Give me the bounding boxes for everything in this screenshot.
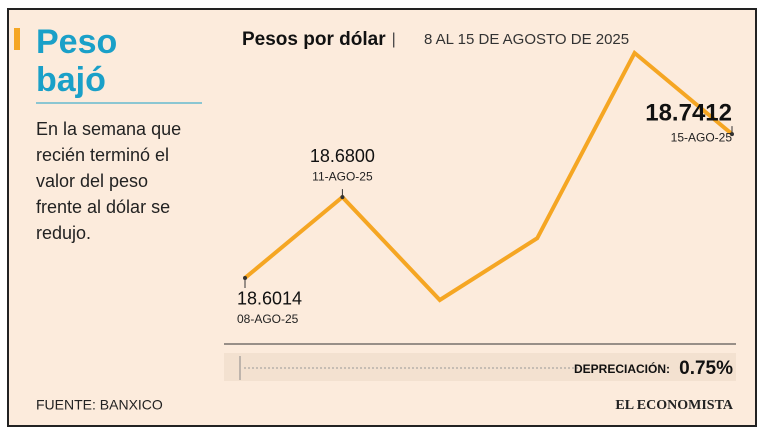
chart-title-text: Pesos por dólar xyxy=(242,29,386,50)
date-label: 11-AGO-25 xyxy=(312,169,373,183)
brand: EL ECONOMISTA xyxy=(615,398,733,413)
accent xyxy=(14,28,20,50)
line xyxy=(243,49,734,303)
chart-subtitle: 8 AL 15 DE AGOSTO DE 2025 xyxy=(424,31,629,48)
chart-title: Pesos por dólar | xyxy=(242,29,396,50)
value-label: 18.7412 xyxy=(645,99,732,126)
description: En la semana que recién terminó el valor d… xyxy=(36,119,181,243)
header-title: Peso xyxy=(36,23,117,61)
value-label: 18.6800 xyxy=(310,146,375,166)
summary-value: 0.75% xyxy=(679,358,733,379)
summary-label: DEPRECIACIÓN: xyxy=(574,361,670,376)
summary-bar xyxy=(224,353,736,381)
value-label: 18.6014 xyxy=(237,289,302,309)
source: FUENTE: BANXICO xyxy=(36,397,163,413)
date-label: 08-AGO-25 xyxy=(237,312,299,326)
header-title: bajó xyxy=(36,61,106,99)
date-label: 15-AGO-25 xyxy=(671,130,733,144)
